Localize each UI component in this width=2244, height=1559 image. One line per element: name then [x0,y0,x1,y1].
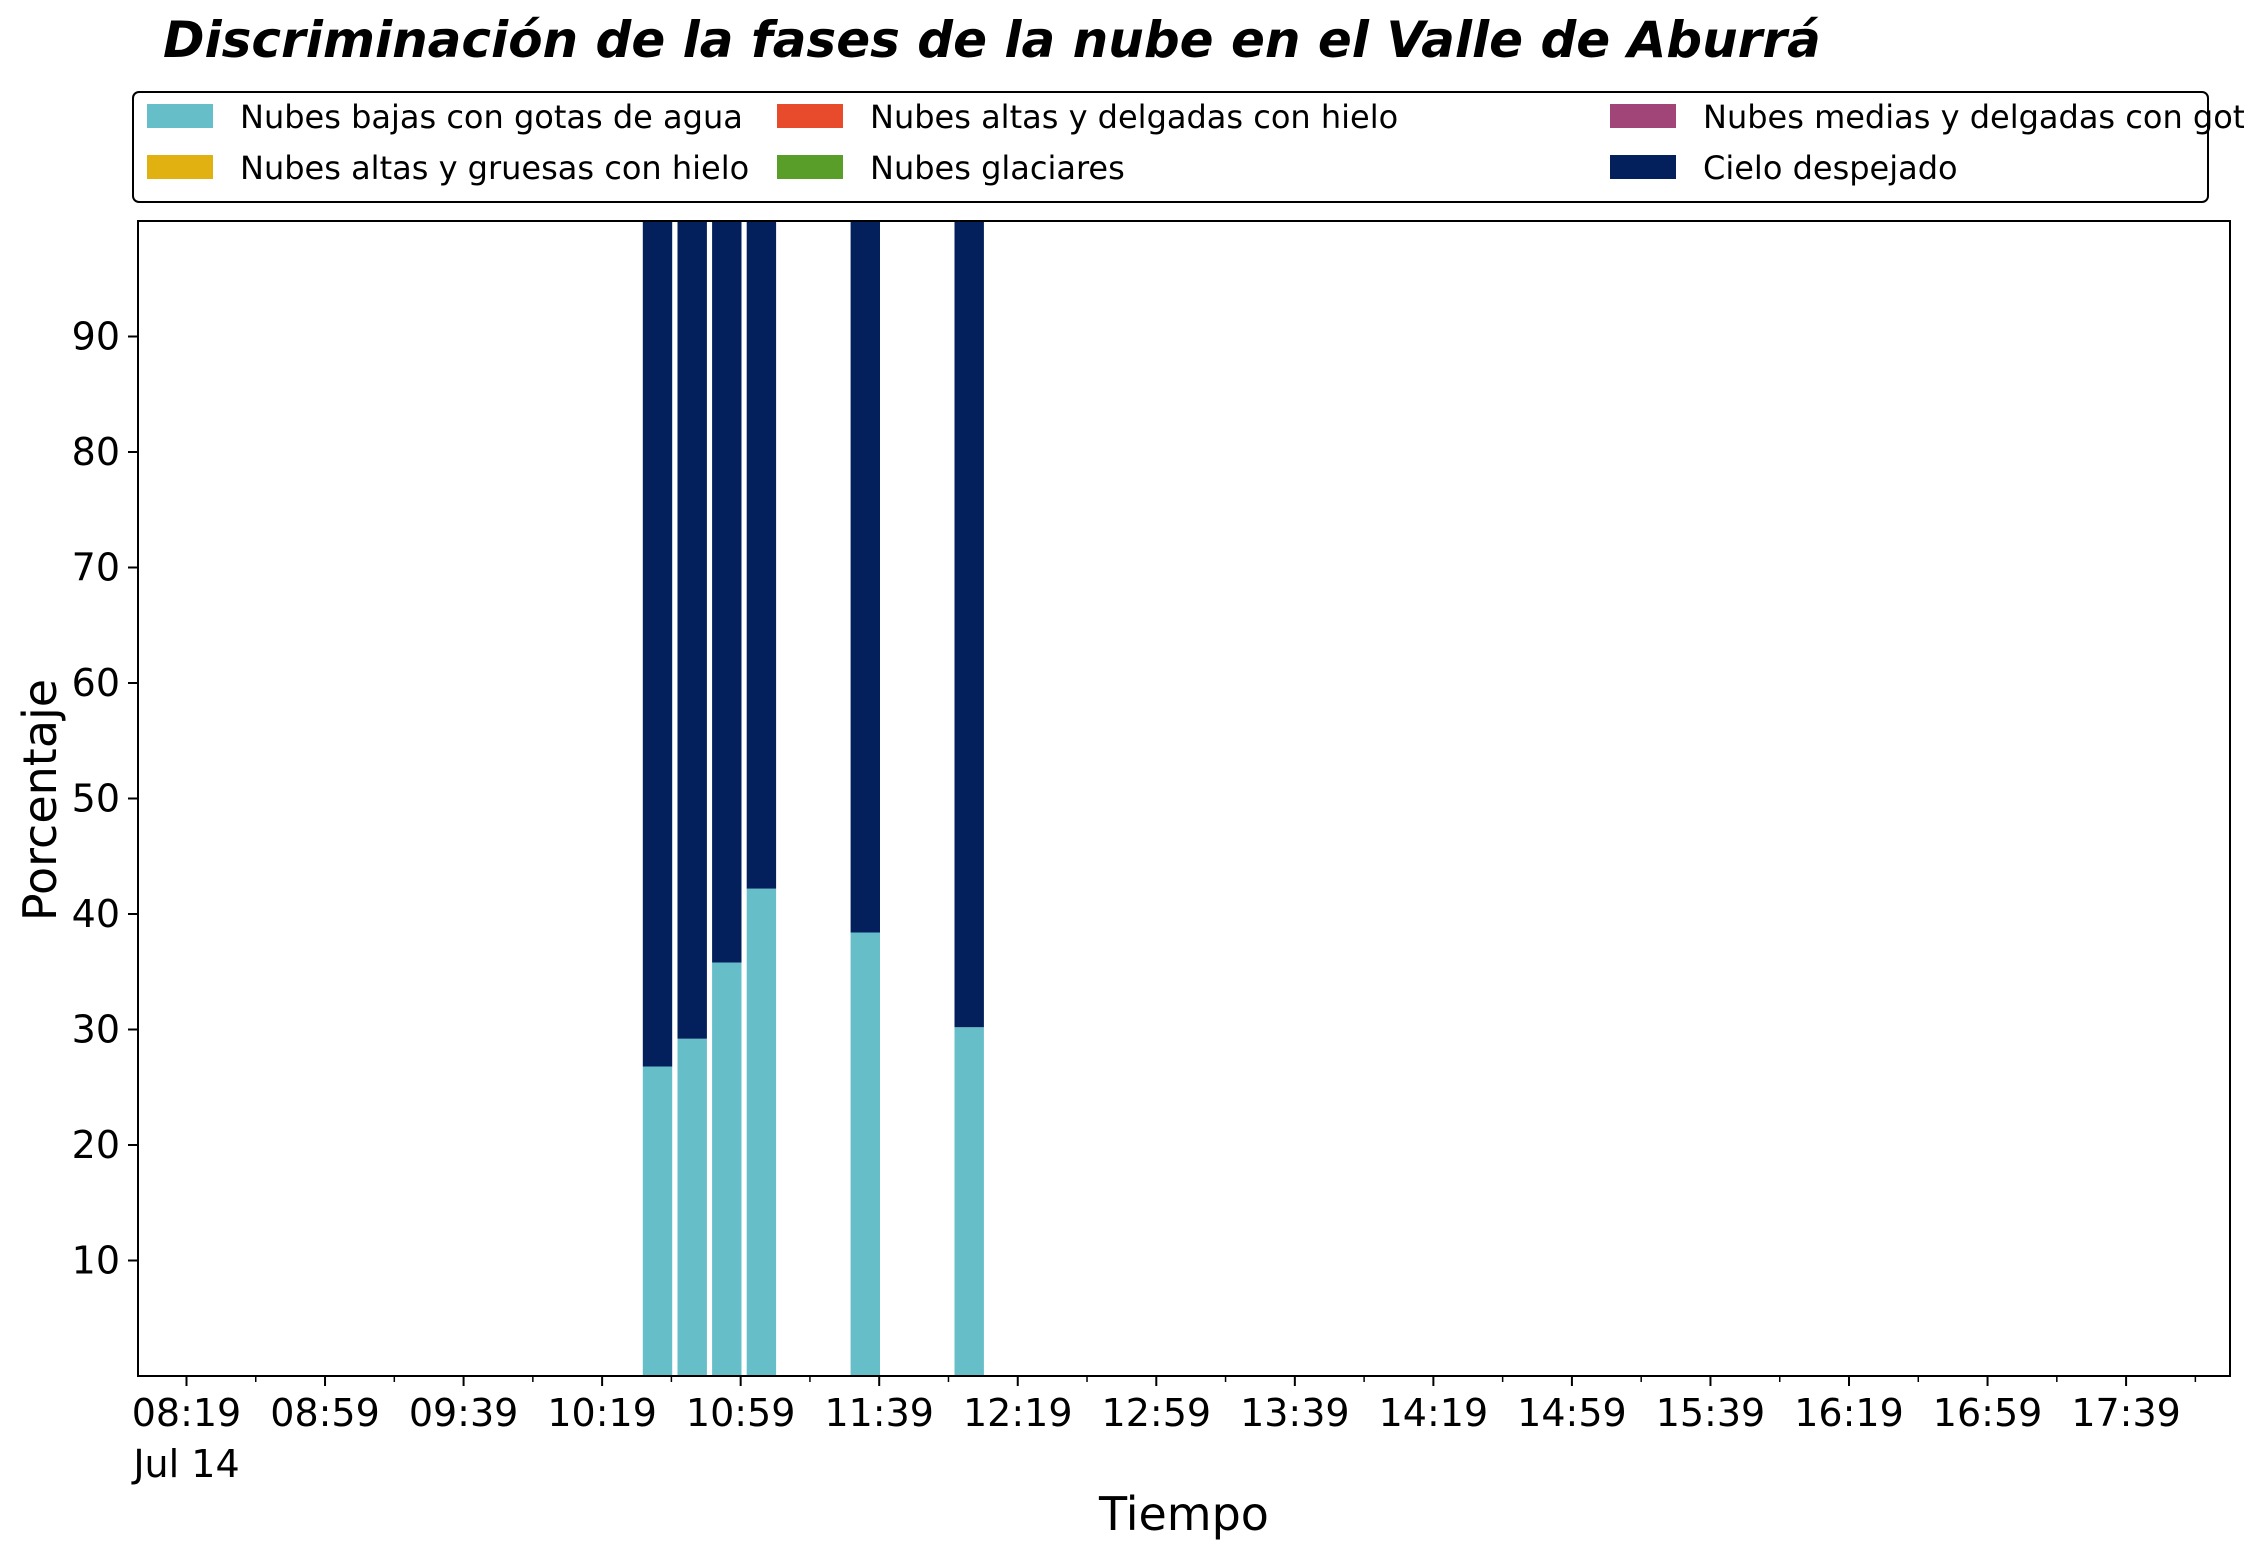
y-tick-label: 60 [72,661,120,705]
x-tick-label: 12:59 [1102,1391,1212,1435]
bar-segment [850,932,880,1376]
x-tick-label: 15:39 [1656,1391,1766,1435]
x-tick-label: 17:39 [2071,1391,2181,1435]
legend-label: Nubes altas y delgadas con hielo [870,98,1398,136]
bar-segment [746,221,777,889]
x-tick-label: 10:59 [686,1391,796,1435]
plot-area: 10 20 30 40 50 60 70 80 90 08:19 Jul 14 08:59 09:39… [72,220,2231,1486]
y-tick-label: 70 [72,546,120,590]
x-tick-label: 08:19 [132,1391,242,1435]
legend-swatch [1610,155,1676,179]
legend-label: Nubes glaciares [870,149,1125,187]
y-tick-label: 50 [72,777,120,821]
x-tick-label: 14:19 [1379,1391,1489,1435]
legend-swatch [777,155,843,179]
plot-frame [137,220,2231,1377]
legend-frame [132,91,2209,203]
x-tick-sublabel: Jul 14 [131,1442,239,1486]
x-tick-label: 10:19 [547,1391,657,1435]
bar-segment [677,1038,707,1376]
legend-swatch [1610,104,1676,128]
bar-segment [746,888,777,1376]
x-tick-label: 08:59 [270,1391,380,1435]
legend-label: Nubes medias y delgadas con gotas de agu… [1703,98,2244,136]
legend-label: Nubes altas y gruesas con hielo [240,149,749,187]
bar-segment [954,1027,984,1376]
y-tick-label: 40 [72,892,120,936]
y-tick-label: 30 [72,1008,120,1052]
y-tick-label: 20 [72,1123,120,1167]
y-tick-label: 80 [72,430,120,474]
x-tick-label: 12:19 [963,1391,1073,1435]
x-tick-label: 14:59 [1517,1391,1627,1435]
legend: Nubes bajas con gotas de agua Nubes altas… [132,91,2244,203]
bar-segment [954,221,984,1028]
legend-swatch [147,155,213,179]
x-tick-label: 09:39 [409,1391,519,1435]
legend-label: Cielo despejado [1703,149,1958,187]
y-axis: 10 20 30 40 50 60 70 80 90 [72,315,138,1283]
bar-segment [850,221,880,933]
bar-segment [677,221,707,1039]
bar-segment [712,221,742,963]
x-tick-label: 16:19 [1794,1391,1904,1435]
y-tick-label: 10 [72,1239,120,1283]
x-axis: 08:19 Jul 14 08:59 09:39 10:19 10:59 11:39 12:1… [131,1376,2197,1486]
bar-segment [642,221,673,1067]
legend-label: Nubes bajas con gotas de agua [240,98,743,136]
x-tick-label: 16:59 [1933,1391,2043,1435]
bars-group [642,221,984,1376]
chart-title: Discriminación de la fases de la nube en… [163,11,1821,69]
bar-segment [712,962,742,1376]
y-tick-label: 90 [72,315,120,359]
bar-segment [642,1066,673,1376]
x-axis-label: Tiempo [1098,1487,1269,1541]
legend-swatch [777,104,843,128]
x-tick-label: 11:39 [824,1391,934,1435]
y-axis-label: Porcentaje [13,679,67,921]
legend-swatch [147,104,213,128]
x-tick-label: 13:39 [1240,1391,1350,1435]
